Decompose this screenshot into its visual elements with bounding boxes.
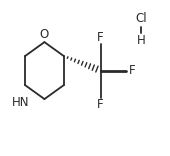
Text: H: H	[137, 34, 146, 47]
Text: O: O	[40, 28, 49, 41]
Text: F: F	[97, 31, 104, 44]
Text: Cl: Cl	[135, 12, 147, 25]
Text: F: F	[129, 64, 135, 77]
Text: HN: HN	[12, 96, 30, 110]
Text: F: F	[97, 98, 104, 111]
